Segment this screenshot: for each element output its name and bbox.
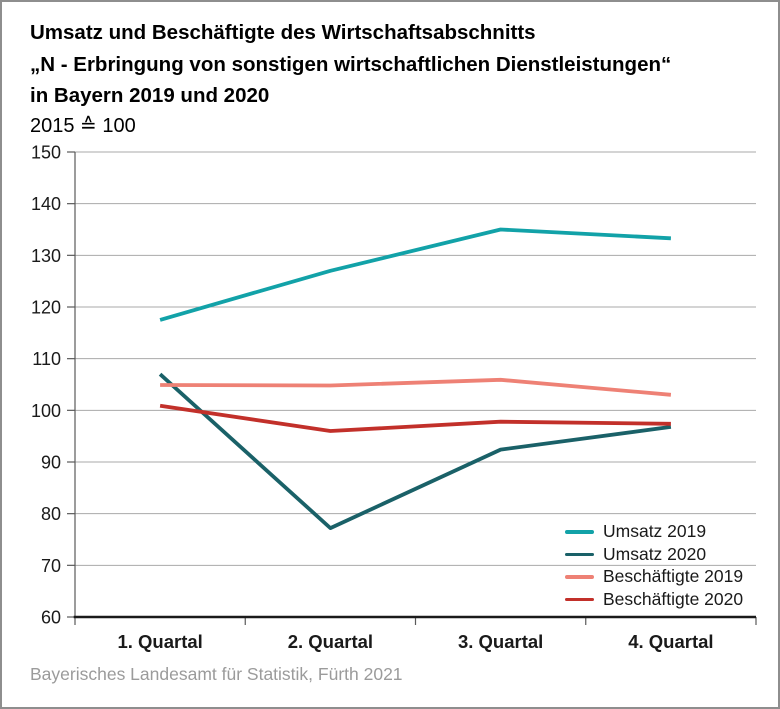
x-axis-label: 3. Quartal: [458, 631, 543, 652]
series-line-umsatz-2019: [159, 227, 671, 322]
y-axis-tick-label: 150: [31, 143, 61, 163]
y-axis-tick-label: 70: [41, 556, 61, 576]
x-axis-label: 4. Quartal: [628, 631, 713, 652]
legend-label-umsatz-2019: Umsatz 2019: [603, 521, 707, 542]
x-axis-label: 1. Quartal: [117, 631, 202, 652]
y-axis-tick-label: 90: [41, 453, 61, 473]
legend-label-umsatz-2020: Umsatz 2020: [603, 543, 707, 564]
chart-title-line-2: „N - Erbringung von sonstigen wirtschaft…: [30, 52, 672, 76]
y-axis-tick-label: 60: [41, 608, 61, 628]
source-note: Bayerisches Landesamt für Statistik, Für…: [30, 664, 403, 684]
y-axis-tick-label: 80: [41, 504, 61, 524]
legend-swatch-umsatz-2019: [565, 530, 594, 534]
y-axis-tick-label: 100: [31, 401, 61, 421]
legend-item-umsatz-2020: Umsatz 2020: [565, 543, 743, 565]
legend-swatch-beschaeftigte-2019: [565, 575, 594, 579]
legend-item-beschaeftigte-2020: Beschäftigte 2020: [565, 588, 743, 610]
series-line-umsatz-2020: [158, 372, 672, 530]
series-line-beschaeftigte-2020: [159, 403, 671, 433]
legend-label-beschaeftigte-2019: Beschäftigte 2019: [603, 566, 744, 587]
legend-label-beschaeftigte-2020: Beschäftigte 2020: [603, 588, 744, 609]
chart-title-line-1: Umsatz und Beschäftigte des Wirtschaftsa…: [30, 21, 536, 44]
series-line-beschaeftigte-2019: [160, 377, 672, 397]
legend: Umsatz 2019 Umsatz 2020 Beschäftigte 201…: [565, 521, 743, 611]
chart-index-note: 2015 ≙ 100: [30, 114, 136, 137]
y-axis-tick-label: 110: [32, 349, 61, 369]
y-axis-tick-label: 130: [31, 246, 61, 266]
legend-item-beschaeftigte-2019: Beschäftigte 2019: [565, 566, 743, 588]
x-axis-label: 2. Quartal: [288, 631, 373, 652]
legend-swatch-beschaeftigte-2020: [565, 597, 594, 602]
chart-title-line-3: in Bayern 2019 und 2020: [30, 84, 270, 107]
y-axis-tick-label: 140: [31, 194, 61, 214]
chart-header: Umsatz und Beschäftigte des Wirtschaftsa…: [30, 17, 671, 139]
legend-item-umsatz-2019: Umsatz 2019: [565, 521, 743, 543]
y-axis-tick-label: 120: [31, 298, 61, 318]
legend-swatch-umsatz-2020: [565, 552, 594, 557]
